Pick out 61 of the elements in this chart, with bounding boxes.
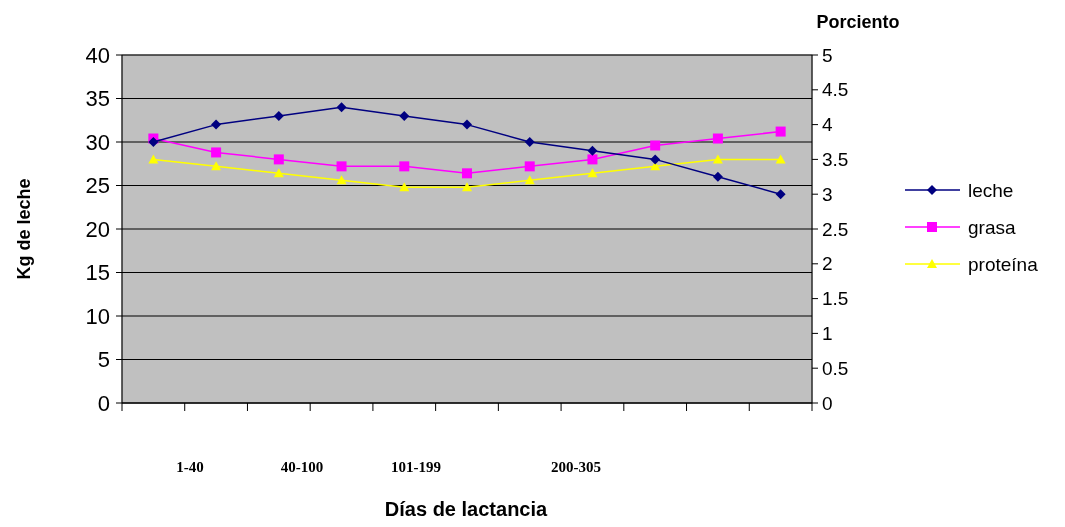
- point: [587, 145, 598, 156]
- y2-tick-label: 4.5: [822, 79, 849, 101]
- point: [148, 137, 159, 147]
- point: [211, 161, 222, 171]
- point: [775, 154, 786, 164]
- legend-label: grasa: [968, 216, 1016, 238]
- point: [148, 154, 159, 164]
- y-tick-label: 25: [85, 173, 110, 199]
- y2-tick-label: 5: [822, 44, 833, 66]
- point: [775, 126, 786, 137]
- y-tick-label: 0: [97, 390, 110, 416]
- point: [775, 189, 786, 200]
- point: [524, 137, 535, 147]
- y2-tick-label: 4: [822, 114, 833, 136]
- point: [336, 161, 347, 172]
- y2-tick-label: 3.5: [822, 149, 849, 171]
- text: 40-100: [280, 459, 324, 475]
- y-tick-label: 40: [85, 42, 110, 68]
- y-axis-title: Kg de leche: [14, 178, 34, 280]
- point: [211, 119, 222, 130]
- y-tick-label: 35: [85, 86, 110, 112]
- point: [273, 154, 284, 165]
- y2-tick-label: 3: [822, 183, 833, 205]
- y2-tick-label: 0: [822, 392, 833, 414]
- point: [211, 147, 222, 158]
- y2-axis-title: Porciento: [816, 12, 900, 32]
- y2-tick-label: 1.5: [822, 288, 849, 310]
- point: [524, 175, 535, 185]
- point: [587, 168, 598, 178]
- point: [712, 154, 723, 164]
- point: [587, 154, 598, 165]
- y-tick-label: 15: [85, 260, 110, 286]
- point: [650, 140, 661, 151]
- point: [462, 182, 472, 192]
- y2-tick-label: 0.5: [822, 357, 849, 379]
- x-axis-title: Días de lactancia: [384, 498, 549, 520]
- point: [462, 119, 472, 130]
- text: 1-40: [176, 459, 204, 475]
- text: 200-305: [551, 459, 601, 475]
- point: [712, 171, 723, 182]
- point: [462, 168, 472, 179]
- point: [273, 168, 284, 178]
- point: [273, 110, 284, 121]
- legend-label: leche: [968, 179, 1014, 201]
- y-tick-label: 20: [85, 216, 110, 242]
- y-tick-label: 5: [97, 347, 110, 373]
- y2-tick-label: 2: [822, 253, 833, 275]
- point: [712, 133, 723, 144]
- point: [399, 110, 410, 121]
- point: [524, 161, 535, 172]
- y2-tick-label: 1: [822, 323, 833, 345]
- point: [650, 154, 661, 165]
- y-tick-label: 30: [85, 129, 110, 155]
- y-tick-label: 10: [85, 303, 110, 329]
- text: 101-199: [391, 459, 441, 475]
- y2-tick-label: 2.5: [822, 218, 849, 240]
- point: [399, 161, 410, 172]
- point: [336, 175, 347, 185]
- point: [336, 102, 347, 113]
- point: [399, 182, 410, 192]
- legend-label: proteína: [968, 253, 1039, 275]
